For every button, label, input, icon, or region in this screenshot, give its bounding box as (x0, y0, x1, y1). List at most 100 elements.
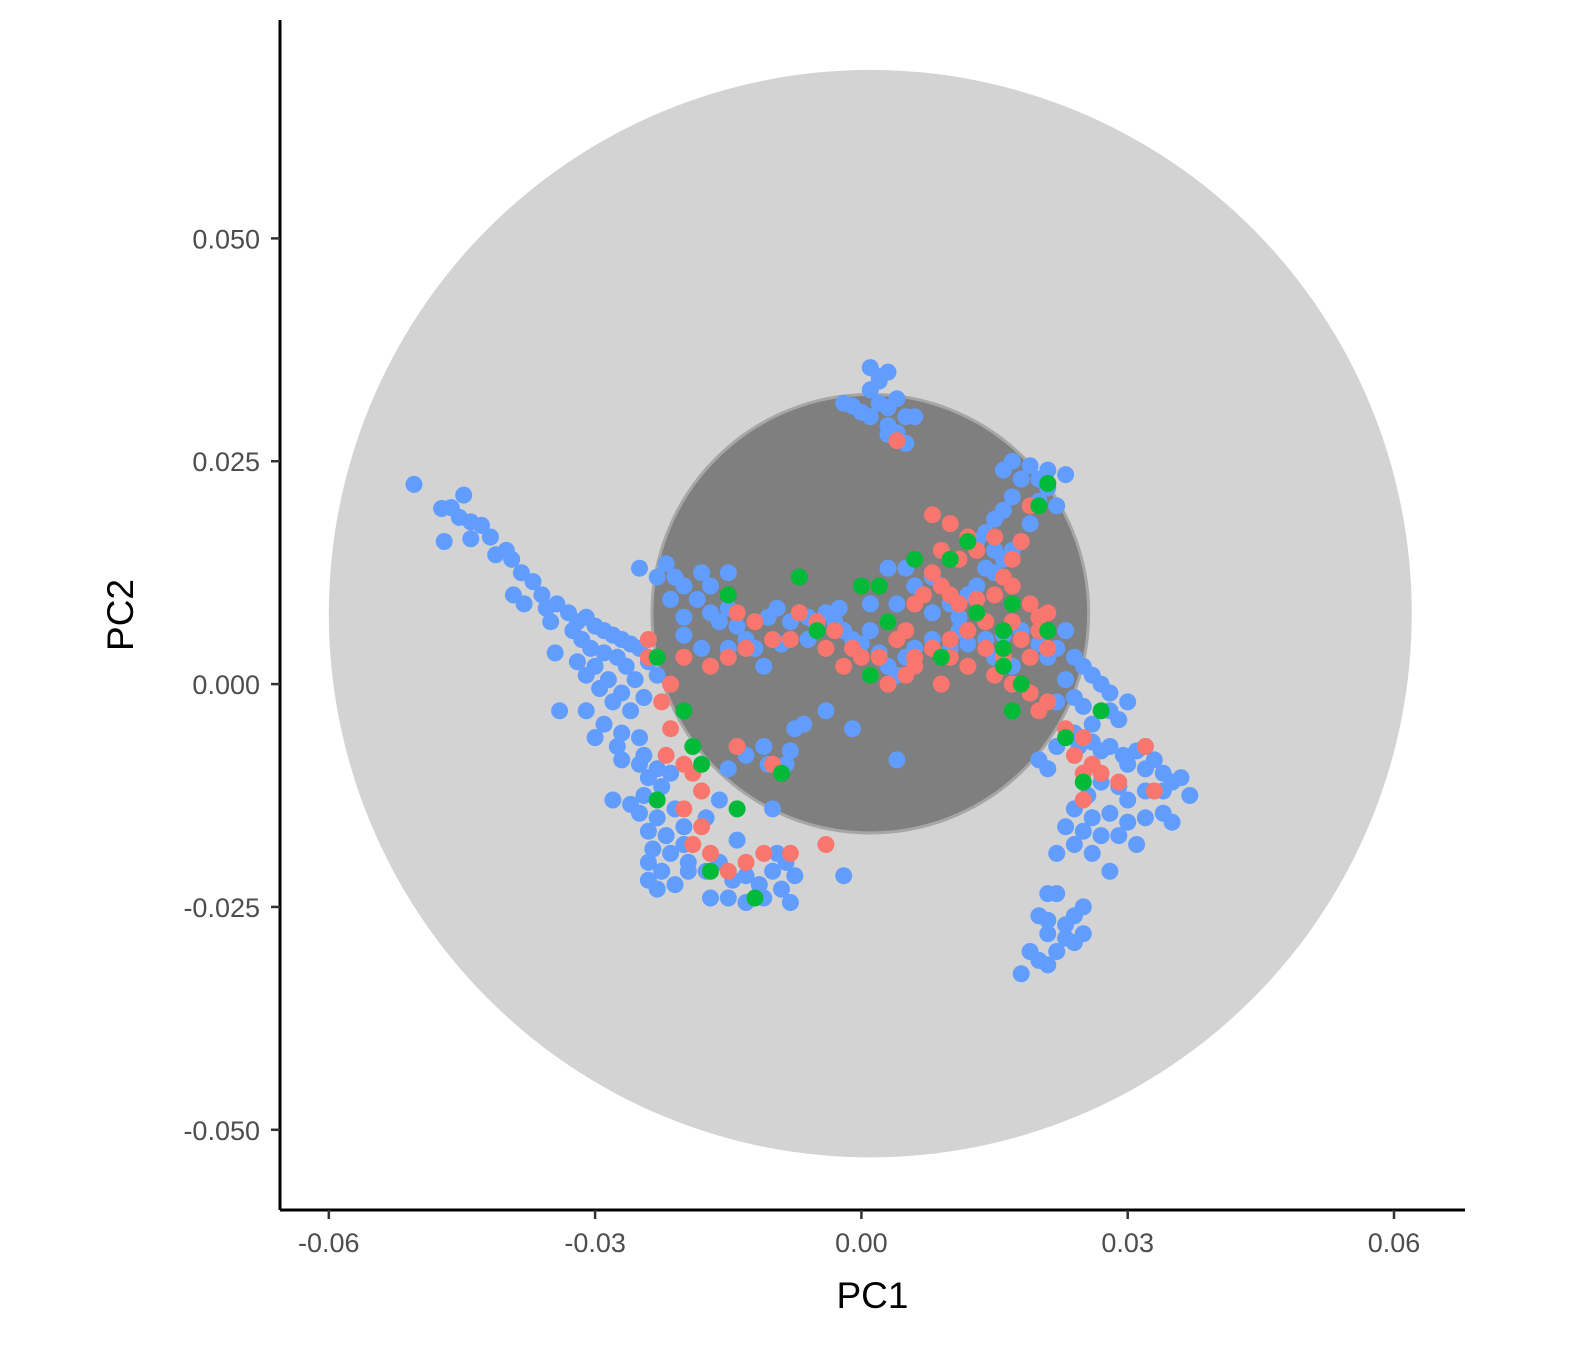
scatter-point (693, 818, 711, 836)
scatter-point (923, 604, 941, 622)
scatter-point (684, 738, 702, 755)
scatter-point (861, 666, 879, 684)
scatter-point (888, 432, 906, 450)
scatter-point (830, 599, 848, 617)
scatter-point (662, 844, 680, 862)
scatter-point (737, 867, 755, 885)
scatter-point (503, 550, 521, 568)
x-tick-label: 0.03 (1101, 1228, 1154, 1258)
scatter-point (631, 559, 648, 577)
scatter-point (631, 729, 648, 747)
scatter-point (1012, 631, 1030, 648)
scatter-point (1136, 809, 1154, 827)
scatter-point (1003, 577, 1021, 595)
scatter-point (755, 844, 773, 862)
scatter-point (932, 675, 950, 693)
y-tick-label: -0.050 (183, 1116, 260, 1146)
scatter-point (473, 516, 490, 534)
scatter-point (1012, 675, 1030, 693)
scatter-point (455, 486, 473, 504)
scatter-point (781, 742, 799, 760)
scatter-point (639, 631, 657, 648)
scatter-point (808, 622, 826, 640)
scatter-point (1119, 755, 1137, 773)
scatter-point (462, 530, 480, 548)
scatter-point (1003, 702, 1021, 720)
scatter-point (1101, 804, 1119, 822)
scatter-point (1039, 475, 1057, 492)
scatter-point (657, 746, 675, 764)
scatter-point (986, 586, 1004, 604)
scatter-point (773, 764, 790, 782)
scatter-point (888, 595, 906, 613)
scatter-point (604, 791, 622, 809)
scatter-point (1021, 648, 1039, 666)
scatter-point (648, 880, 666, 898)
scatter-point (781, 844, 799, 862)
scatter-point (755, 738, 773, 755)
scatter-point (719, 648, 737, 666)
x-tick-label: -0.03 (564, 1228, 626, 1258)
scatter-point (906, 657, 924, 675)
scatter-point (662, 675, 680, 693)
scatter-point (773, 880, 790, 898)
scatter-point (679, 862, 697, 880)
scatter-point (781, 894, 799, 911)
scatter-point (852, 577, 870, 595)
scatter-point (548, 595, 566, 613)
scatter-point (487, 546, 505, 564)
scatter-point (817, 702, 835, 720)
scatter-point (675, 800, 693, 818)
scatter-point (675, 577, 693, 595)
scatter-point (764, 631, 782, 648)
scatter-point (595, 644, 613, 662)
scatter-point (950, 608, 968, 626)
scatter-point (968, 604, 986, 622)
scatter-point (994, 622, 1012, 640)
scatter-point (861, 408, 879, 426)
scatter-point (1057, 466, 1075, 484)
scatter-point (1012, 470, 1030, 488)
scatter-point (675, 818, 693, 836)
scatter-point (861, 595, 879, 613)
scatter-point (941, 515, 959, 533)
scatter-point (648, 568, 666, 586)
scatter-point (1039, 622, 1057, 640)
scatter-point (790, 568, 808, 586)
scatter-point (1021, 515, 1039, 533)
scatter-point (617, 657, 635, 675)
scatter-point (582, 639, 600, 657)
scatter-point (1057, 929, 1075, 947)
scatter-point (693, 782, 711, 800)
scatter-point (781, 631, 799, 648)
scatter-point (1057, 671, 1075, 689)
scatter-point (906, 408, 924, 426)
scatter-point (1012, 533, 1030, 550)
scatter-point (719, 586, 737, 604)
scatter-point (1003, 452, 1021, 470)
scatter-point (644, 840, 662, 858)
ellipse-regions (328, 69, 1412, 1158)
data-points (405, 359, 1199, 983)
y-tick-label: 0.000 (192, 670, 260, 700)
scatter-point (710, 613, 728, 631)
scatter-point (923, 506, 941, 524)
scatter-point (764, 800, 782, 818)
scatter-point (906, 550, 924, 568)
scatter-point (1110, 827, 1128, 845)
scatter-point (1021, 595, 1039, 613)
scatter-point (702, 844, 719, 862)
scatter-point (835, 657, 853, 675)
scatter-point (710, 791, 728, 809)
scatter-point (1136, 738, 1154, 755)
scatter-point (1101, 862, 1119, 880)
scatter-point (1074, 697, 1092, 715)
scatter-point (879, 559, 897, 577)
scatter-point (639, 769, 657, 787)
scatter-point (897, 622, 915, 640)
scatter-point (959, 635, 977, 653)
scatter-point (786, 867, 804, 885)
scatter-point (1039, 956, 1057, 974)
scatter-point (693, 564, 711, 582)
